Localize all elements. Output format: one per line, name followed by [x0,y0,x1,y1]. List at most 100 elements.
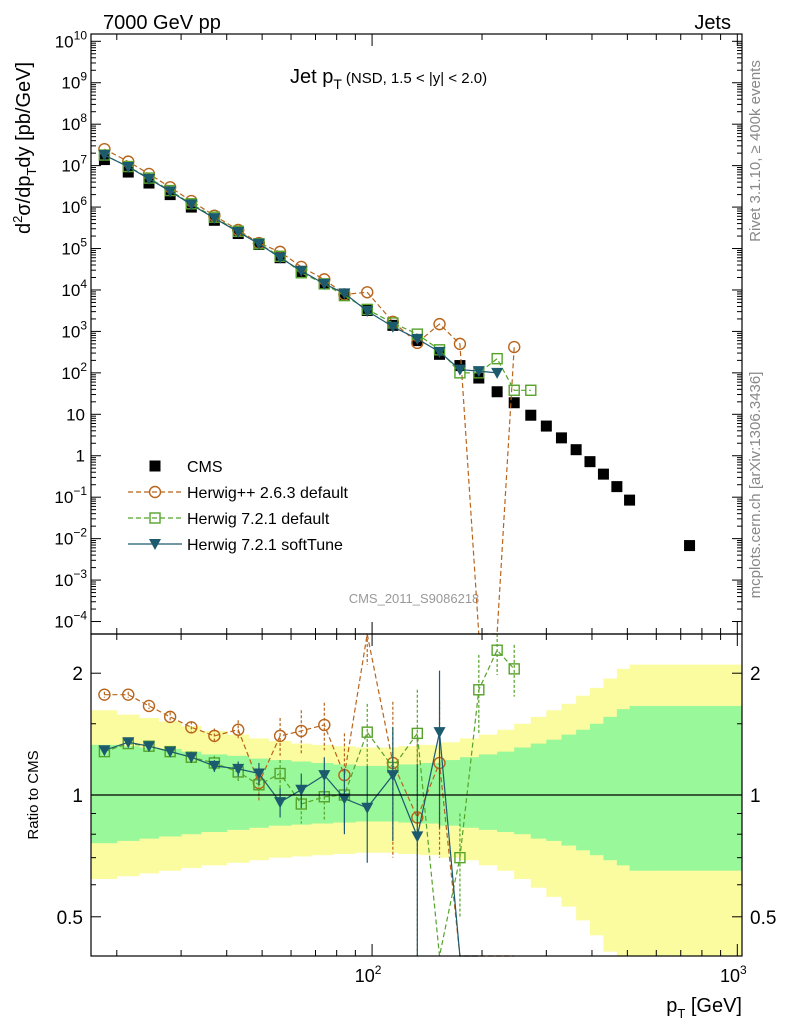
ratio-point [274,797,287,809]
legend-marker [148,485,162,499]
legend-marker [149,512,161,524]
main-panel: CMS_2011_S9086218 Jet pT (NSD, 1.5 < |y| … [10,28,743,635]
data-point [597,468,609,480]
inner-band-bin [530,743,547,839]
ratio-point [98,745,111,757]
rivet-version-label: Rivet 3.1.10, ≥ 400k events [747,60,764,242]
ratio-panel: 2 2 1 1 0.5 0.5 102 103 Ratio to CMS pT [GeV] [25,633,776,1021]
inner-band-bin [616,709,631,866]
y-tick-label: 106 [61,194,87,217]
y-tick-label: 10−1 [54,484,87,507]
ratio-series-line [104,649,515,957]
data-point [555,432,567,444]
ratio-point [231,723,245,736]
y-tick-label: 105 [61,236,87,259]
data-point [252,238,265,250]
y-tick-label: 1010 [55,28,88,51]
data-point [274,252,287,264]
data-point [525,384,537,396]
inner-band-bin [398,764,421,823]
data-point [122,161,135,173]
data-point [684,540,696,552]
ratio-axes: 2 2 1 1 0.5 0.5 102 103 [57,633,776,986]
data-point [624,494,636,506]
data-point [164,186,177,198]
ratio-point [163,710,177,724]
series-herwig-2-6-3-default [98,142,521,635]
y-tick-label: 10 [66,405,85,424]
ratio-point [454,851,466,864]
data-point [540,420,552,432]
mcplots-label: mcplots.cern.ch [arXiv:1306.3436] [747,372,764,599]
ratio-point [208,760,221,772]
ratio-point [274,767,286,780]
legend: CMS Herwig++ 2.6.3 default Herwig 7.2.1 de… [128,459,349,554]
main-axes: 101010910810710610510410310210110−110−21… [54,28,743,635]
ratio-point [122,737,135,749]
data-point [508,397,520,409]
ratio-point [273,729,287,743]
ratio-point [208,729,221,743]
plot-title-subscript: T [333,76,342,92]
plot-title-main: Jet p [290,66,333,88]
ratio-point [338,793,351,805]
inner-band-bin [576,729,591,851]
ratio-point [411,831,424,843]
data-point [232,227,245,239]
ratio-point [185,752,198,764]
inner-band-bin [497,751,515,833]
main-y-axis-label: d2σ/dpTdy [pb/GeV] [10,62,39,234]
data-point [491,367,504,379]
data-point [453,337,467,351]
ratio-series-herwig-7-2-1-softtune [98,670,479,957]
group-label: Jets [694,12,731,34]
inner-band-bin [91,744,118,844]
ratio-point [122,688,135,701]
ratio-y-tick-label: 0.5 [57,908,83,929]
data-point [318,278,331,290]
ratio-point [142,741,155,753]
inner-band-bin [629,705,643,871]
data-point [185,199,198,211]
inner-band-bin [181,751,202,835]
ratio-point [361,726,373,738]
data-point [472,366,485,378]
y-tick-label: 109 [61,70,87,93]
ratio-y-tick-label: 2 [72,664,83,685]
data-point [433,346,446,358]
ratio-point [473,684,485,696]
legend-label: Herwig++ 2.6.3 default [187,485,349,502]
inner-band-bin [138,747,159,839]
ratio-y-tick-label-right: 2 [750,664,761,685]
legend-label: Herwig 7.2.1 softTune [187,537,343,554]
data-point [295,265,308,277]
y-tick-label: 103 [61,318,87,341]
x-tick-label: 102 [355,963,382,986]
y-tick-label: 104 [61,277,87,300]
ratio-point [164,746,177,758]
ratio-point [232,763,245,775]
series-line [104,154,531,391]
ratio-point [318,770,331,782]
ratio-point [361,802,374,814]
ratio-point [508,663,520,675]
ratio-point [185,721,198,734]
data-point [361,286,374,299]
inner-band-bin [642,705,743,871]
ratio-point [295,784,308,796]
data-point [508,340,521,354]
data-point [584,456,596,468]
y-tick-label: 1 [76,447,85,466]
ratio-y-tick-label-right: 1 [750,786,761,807]
ratio-y-tick-label: 1 [72,786,83,807]
data-point [411,333,424,345]
analysis-watermark: CMS_2011_S9086218 [349,591,480,606]
series-herwig-7-2-1-softtune [98,150,504,379]
inner-band-bin [478,754,498,830]
ratio-point [318,718,331,732]
x-tick-label: 103 [720,963,747,986]
data-point [361,306,374,318]
inner-band-bin [561,734,577,846]
main-series-group [98,142,696,635]
